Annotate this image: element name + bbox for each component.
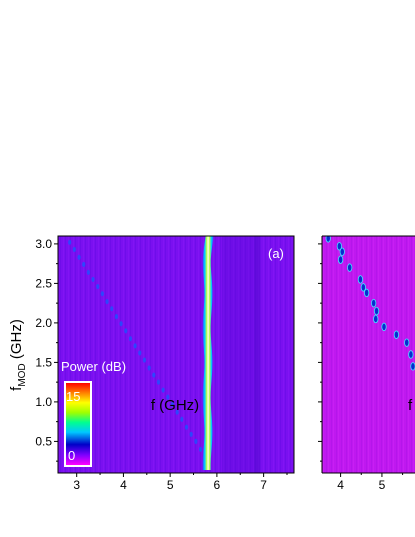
y-tick-label: 1.0 — [35, 395, 52, 409]
sideband-point — [96, 283, 100, 290]
colorbar-title: Power (dB) — [61, 359, 126, 374]
carrier-line — [202, 236, 214, 470]
sideband-point — [166, 394, 170, 400]
sideband-point — [105, 298, 109, 305]
x-axis-title: f (GHz) — [151, 397, 199, 414]
x-tick-label: 3 — [73, 478, 80, 492]
sideband-point — [339, 247, 345, 256]
sideband-point — [86, 269, 90, 275]
sideband-point — [91, 276, 95, 283]
y-axis-title-main: f — [8, 386, 25, 391]
x-tick-label: 6 — [214, 478, 221, 492]
sideband-point — [156, 379, 161, 385]
sideband-point — [373, 314, 379, 324]
sideband-point — [161, 387, 165, 393]
sideband-point — [175, 409, 179, 415]
sideband-point — [100, 291, 104, 297]
panel-a-band-right — [254, 236, 260, 473]
sideband-point — [138, 350, 142, 356]
y-axis-title-unit: (GHz) — [8, 319, 25, 363]
colorbar-gradient — [66, 383, 90, 465]
panel-a-sidebands — [68, 239, 203, 452]
sideband-point — [357, 275, 364, 284]
sideband-point — [184, 424, 189, 430]
sideband-point — [142, 357, 147, 363]
colorbar-max-label: 15 — [66, 389, 80, 404]
sideband-point — [194, 438, 198, 444]
colorbar: Power (dB) 15 0 — [61, 359, 126, 467]
sideband-point — [360, 283, 366, 292]
sideband-point — [393, 330, 399, 339]
x-tick-label: 5 — [379, 478, 386, 492]
sideband-point — [147, 365, 151, 371]
colorbar-min-label: 0 — [68, 448, 75, 463]
sideband-point — [82, 261, 86, 268]
sideband-point — [114, 313, 119, 320]
x-tick-label: 4 — [337, 478, 344, 492]
sideband-point — [337, 255, 344, 264]
x-axis-title-b: f — [408, 397, 413, 414]
sideband-point — [189, 431, 193, 437]
sideband-point — [124, 328, 128, 334]
panel-a-label: (a) — [268, 246, 284, 261]
sideband-point — [152, 372, 156, 378]
sideband-point — [119, 321, 123, 327]
x-tick-label: 7 — [260, 478, 267, 492]
sideband-point — [72, 246, 76, 253]
y-tick-label: 1.5 — [35, 355, 52, 369]
panel-a-band — [222, 236, 254, 473]
sideband-point — [325, 236, 331, 243]
y-axis-title-sub: MOD — [17, 363, 28, 386]
panel-a-frame — [57, 235, 295, 474]
sideband-point — [77, 254, 81, 260]
sideband-point — [381, 322, 387, 332]
sideband-point — [410, 362, 415, 371]
panel-b-sidebands — [325, 236, 415, 371]
y-axis-title: fMOD (GHz) — [8, 319, 28, 391]
sideband-point — [408, 350, 414, 359]
sideband-point — [347, 263, 353, 272]
sideband-point — [133, 343, 137, 349]
sideband-point — [371, 298, 377, 308]
panel-a-texture — [58, 236, 294, 473]
y-tick-label: 2.0 — [35, 316, 52, 330]
y-tick-label: 3.0 — [35, 237, 52, 251]
x-tick-label: 4 — [120, 478, 127, 492]
panel-a: Power (dB) 15 0 (a) 3 4 5 6 7 0.5 1.0 1.5 2.0 2.5… — [8, 235, 295, 492]
sideband-point — [373, 306, 380, 316]
panel-b-texture — [322, 236, 415, 473]
sideband-point — [404, 338, 410, 347]
sideband-point — [336, 242, 342, 251]
panel-a-axes: 3 4 5 6 7 0.5 1.0 1.5 2.0 2.5 3.0 — [35, 237, 288, 492]
sideband-point — [198, 446, 203, 452]
sideband-point — [110, 306, 114, 312]
y-tick-label: 2.5 — [35, 276, 52, 290]
sideband-point — [364, 288, 370, 298]
sideband-point — [170, 401, 175, 407]
sideband-point — [128, 336, 133, 342]
sideband-point — [180, 416, 184, 422]
y-tick-label: 0.5 — [35, 434, 52, 448]
sideband-point — [68, 239, 72, 245]
x-tick-label: 5 — [167, 478, 174, 492]
